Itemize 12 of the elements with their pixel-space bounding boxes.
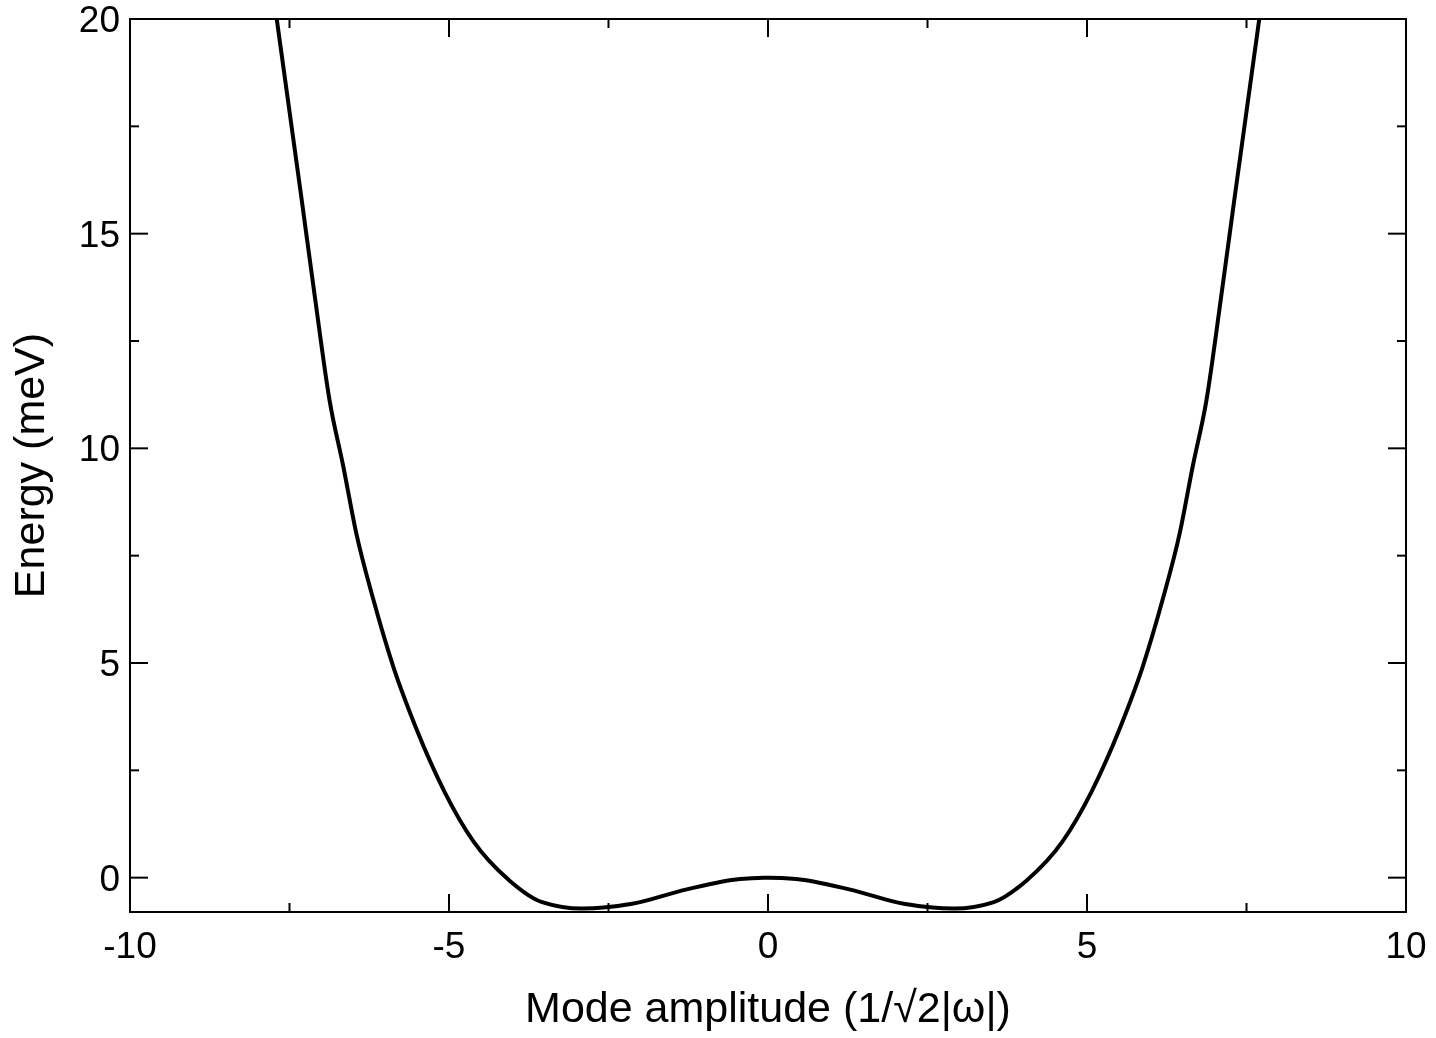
x-tick-label: -5: [432, 925, 466, 966]
y-tick-label: 5: [99, 642, 120, 684]
x-axis-title: Mode amplitude (1/√2|ω|): [525, 983, 1011, 1031]
x-tick-label: -10: [103, 925, 157, 966]
y-tick-label: 10: [78, 428, 120, 470]
x-tick-label: 5: [1076, 925, 1098, 966]
y-tick-label: 20: [78, 0, 120, 40]
x-tick-label: 10: [1385, 925, 1427, 966]
y-tick-label: 0: [99, 857, 120, 899]
x-tick-label: 0: [757, 925, 779, 966]
y-tick-label: 15: [78, 213, 120, 255]
y-axis-title: Energy (meV): [5, 332, 53, 599]
